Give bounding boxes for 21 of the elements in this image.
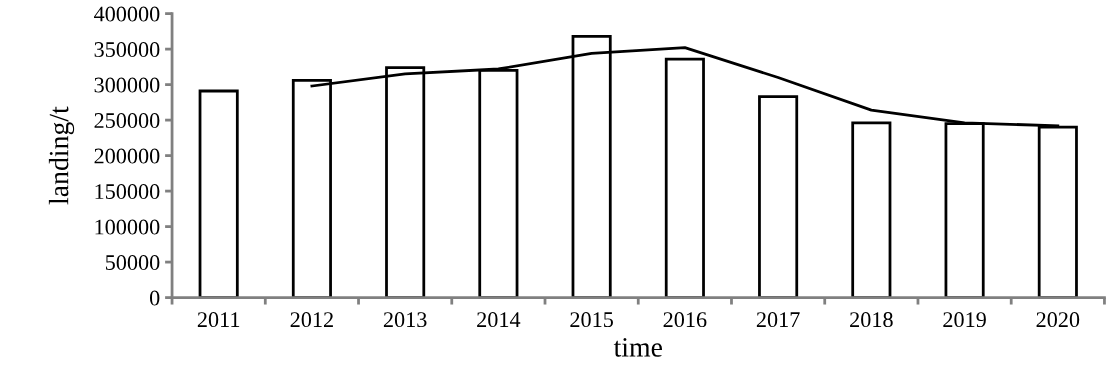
y-tick-label: 400000 xyxy=(94,6,160,22)
y-tick-label: 100000 xyxy=(95,219,160,235)
x-tick-label: 2018 xyxy=(850,312,893,328)
y-axis-title: landing/t xyxy=(48,106,75,205)
y-tick-label: 200000 xyxy=(94,148,160,164)
y-tick-label: 350000 xyxy=(94,42,160,58)
x-tick-label: 2015 xyxy=(570,312,613,328)
x-tick-label: 2016 xyxy=(663,312,707,328)
y-tick-label: 300000 xyxy=(94,77,160,93)
x-tick-label: 2019 xyxy=(943,312,986,328)
x-tick-label: 2012 xyxy=(290,312,333,328)
y-tick-label: 150000 xyxy=(95,184,160,200)
y-tick-label: 50000 xyxy=(105,255,160,271)
x-axis-title: time xyxy=(613,338,662,357)
x-tick-label: 2014 xyxy=(477,312,521,328)
y-tick-label: 250000 xyxy=(94,113,160,129)
x-tick-label: 2013 xyxy=(383,312,427,328)
x-tick-label: 2017 xyxy=(756,312,800,328)
y-tick-label: 0 xyxy=(149,290,160,306)
x-tick-label: 2020 xyxy=(1036,312,1080,328)
x-tick-label: 2011 xyxy=(197,312,240,328)
